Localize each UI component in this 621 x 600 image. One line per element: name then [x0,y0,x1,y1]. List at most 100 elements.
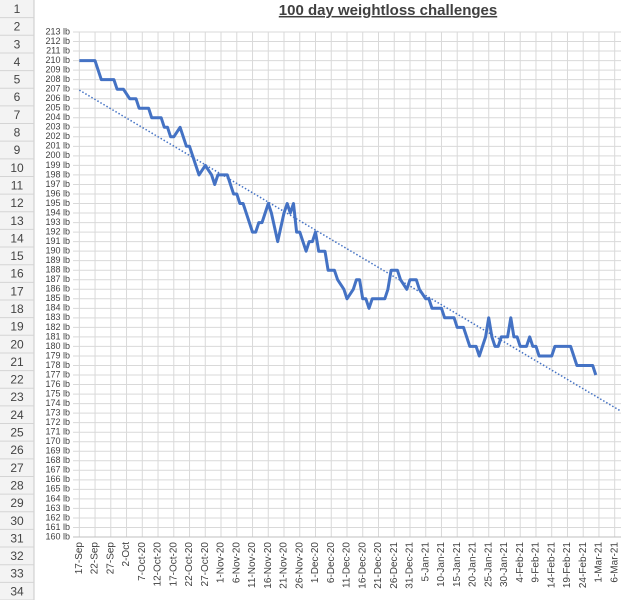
row-number: 13 [10,214,24,228]
y-tick-label: 163 lb [45,503,70,513]
y-tick-label: 170 lb [45,436,70,446]
row-number: 28 [10,478,24,492]
chart-title: 100 day weightloss challenges [279,2,497,19]
y-tick-label: 204 lb [45,112,70,122]
row-number: 23 [10,390,24,404]
row-number: 6 [14,90,21,104]
y-tick-label: 186 lb [45,284,70,294]
row-number: 25 [10,426,24,440]
y-tick-label: 175 lb [45,388,70,398]
y-tick-label: 174 lb [45,398,70,408]
y-tick-label: 203 lb [45,122,70,132]
row-number: 20 [10,337,24,351]
x-tick-label: 25-Jan-21 [483,542,494,587]
y-tick-label: 172 lb [45,417,70,427]
row-number: 9 [14,143,21,157]
y-tick-label: 213 lb [45,26,70,36]
y-tick-label: 166 lb [45,474,70,484]
x-tick-label: 30-Jan-21 [499,542,510,587]
row-number: 26 [10,443,24,457]
x-tick-label: 6-Nov-20 [231,542,242,584]
y-tick-label: 179 lb [45,350,70,360]
y-tick-label: 190 lb [45,246,70,256]
x-tick-label: 7-Oct-20 [137,542,148,581]
row-number: 27 [10,461,24,475]
x-tick-label: 16-Dec-20 [357,542,368,589]
y-tick-label: 177 lb [45,369,70,379]
x-tick-label: 31-Dec-21 [405,542,416,589]
y-tick-label: 198 lb [45,169,70,179]
y-tick-label: 162 lb [45,512,70,522]
x-tick-label: 1-Dec-20 [310,542,321,584]
y-tick-label: 188 lb [45,265,70,275]
y-tick-label: 202 lb [45,131,70,141]
row-number: 32 [10,549,24,563]
y-tick-label: 187 lb [45,274,70,284]
y-tick-label: 194 lb [45,207,70,217]
y-tick-label: 181 lb [45,331,70,341]
x-tick-label: 9-Feb-21 [531,542,542,583]
y-tick-label: 195 lb [45,198,70,208]
row-number: 11 [11,178,24,192]
row-number: 1 [14,2,21,16]
row-number: 17 [10,284,24,298]
y-tick-label: 210 lb [45,55,70,65]
y-tick-label: 178 lb [45,360,70,370]
y-tick-label: 197 lb [45,179,70,189]
y-tick-label: 205 lb [45,103,70,113]
y-tick-label: 189 lb [45,255,70,265]
y-tick-label: 201 lb [45,141,70,151]
x-tick-label: 17-Oct-20 [168,542,179,587]
y-tick-label: 182 lb [45,322,70,332]
x-tick-label: 11-Nov-20 [247,542,258,588]
x-tick-label: 1-Nov-20 [216,542,227,584]
trendline [78,89,621,412]
y-tick-label: 161 lb [45,522,70,532]
x-tick-label: 21-Nov-20 [279,542,290,589]
x-tick-label: 5-Jan-21 [420,542,431,582]
y-tick-label: 196 lb [45,188,70,198]
y-tick-label: 211 lb [46,45,70,55]
row-number: 15 [10,249,24,263]
y-tick-label: 191 lb [45,236,70,246]
y-tick-label: 168 lb [45,455,70,465]
x-tick-label: 15-Jan-21 [452,542,463,587]
y-tick-label: 212 lb [45,36,70,46]
y-tick-label: 192 lb [45,226,70,236]
y-tick-label: 173 lb [45,408,70,418]
x-tick-label: 14-Feb-21 [546,542,557,589]
row-number: 29 [10,496,24,510]
y-tick-label: 184 lb [45,303,70,313]
x-tick-label: 10-Jan-21 [436,542,447,587]
x-tick-label: 11-Dec-20 [342,542,353,588]
x-tick-label: 16-Nov-20 [263,542,274,589]
x-tick-label: 19-Feb-21 [562,542,573,589]
y-tick-label: 167 lb [45,465,70,475]
row-number: 4 [14,55,21,69]
x-tick-label: 22-Sep [90,542,101,575]
row-number: 18 [10,302,24,316]
x-tick-label: 17-Sep [74,542,85,575]
y-tick-label: 183 lb [45,312,70,322]
row-number: 30 [10,514,24,528]
row-number: 10 [10,161,24,175]
x-tick-label: 2-Oct [121,542,132,567]
y-tick-label: 193 lb [45,217,70,227]
y-tick-label: 185 lb [45,293,70,303]
y-tick-label: 209 lb [45,64,70,74]
y-tick-label: 160 lb [45,531,70,541]
y-tick-label: 171 lb [45,427,70,437]
row-number: 31 [10,531,24,545]
x-tick-label: 27-Oct-20 [200,542,211,587]
row-number: 7 [14,108,21,122]
row-number: 2 [14,20,21,34]
x-tick-label: 12-Oct-20 [153,542,164,587]
data-line [79,59,598,376]
y-tick-label: 208 lb [45,74,70,84]
row-number: 14 [10,231,24,245]
row-number: 3 [14,37,21,51]
x-tick-label: 27-Sep [105,542,116,575]
y-tick-label: 207 lb [45,84,70,94]
